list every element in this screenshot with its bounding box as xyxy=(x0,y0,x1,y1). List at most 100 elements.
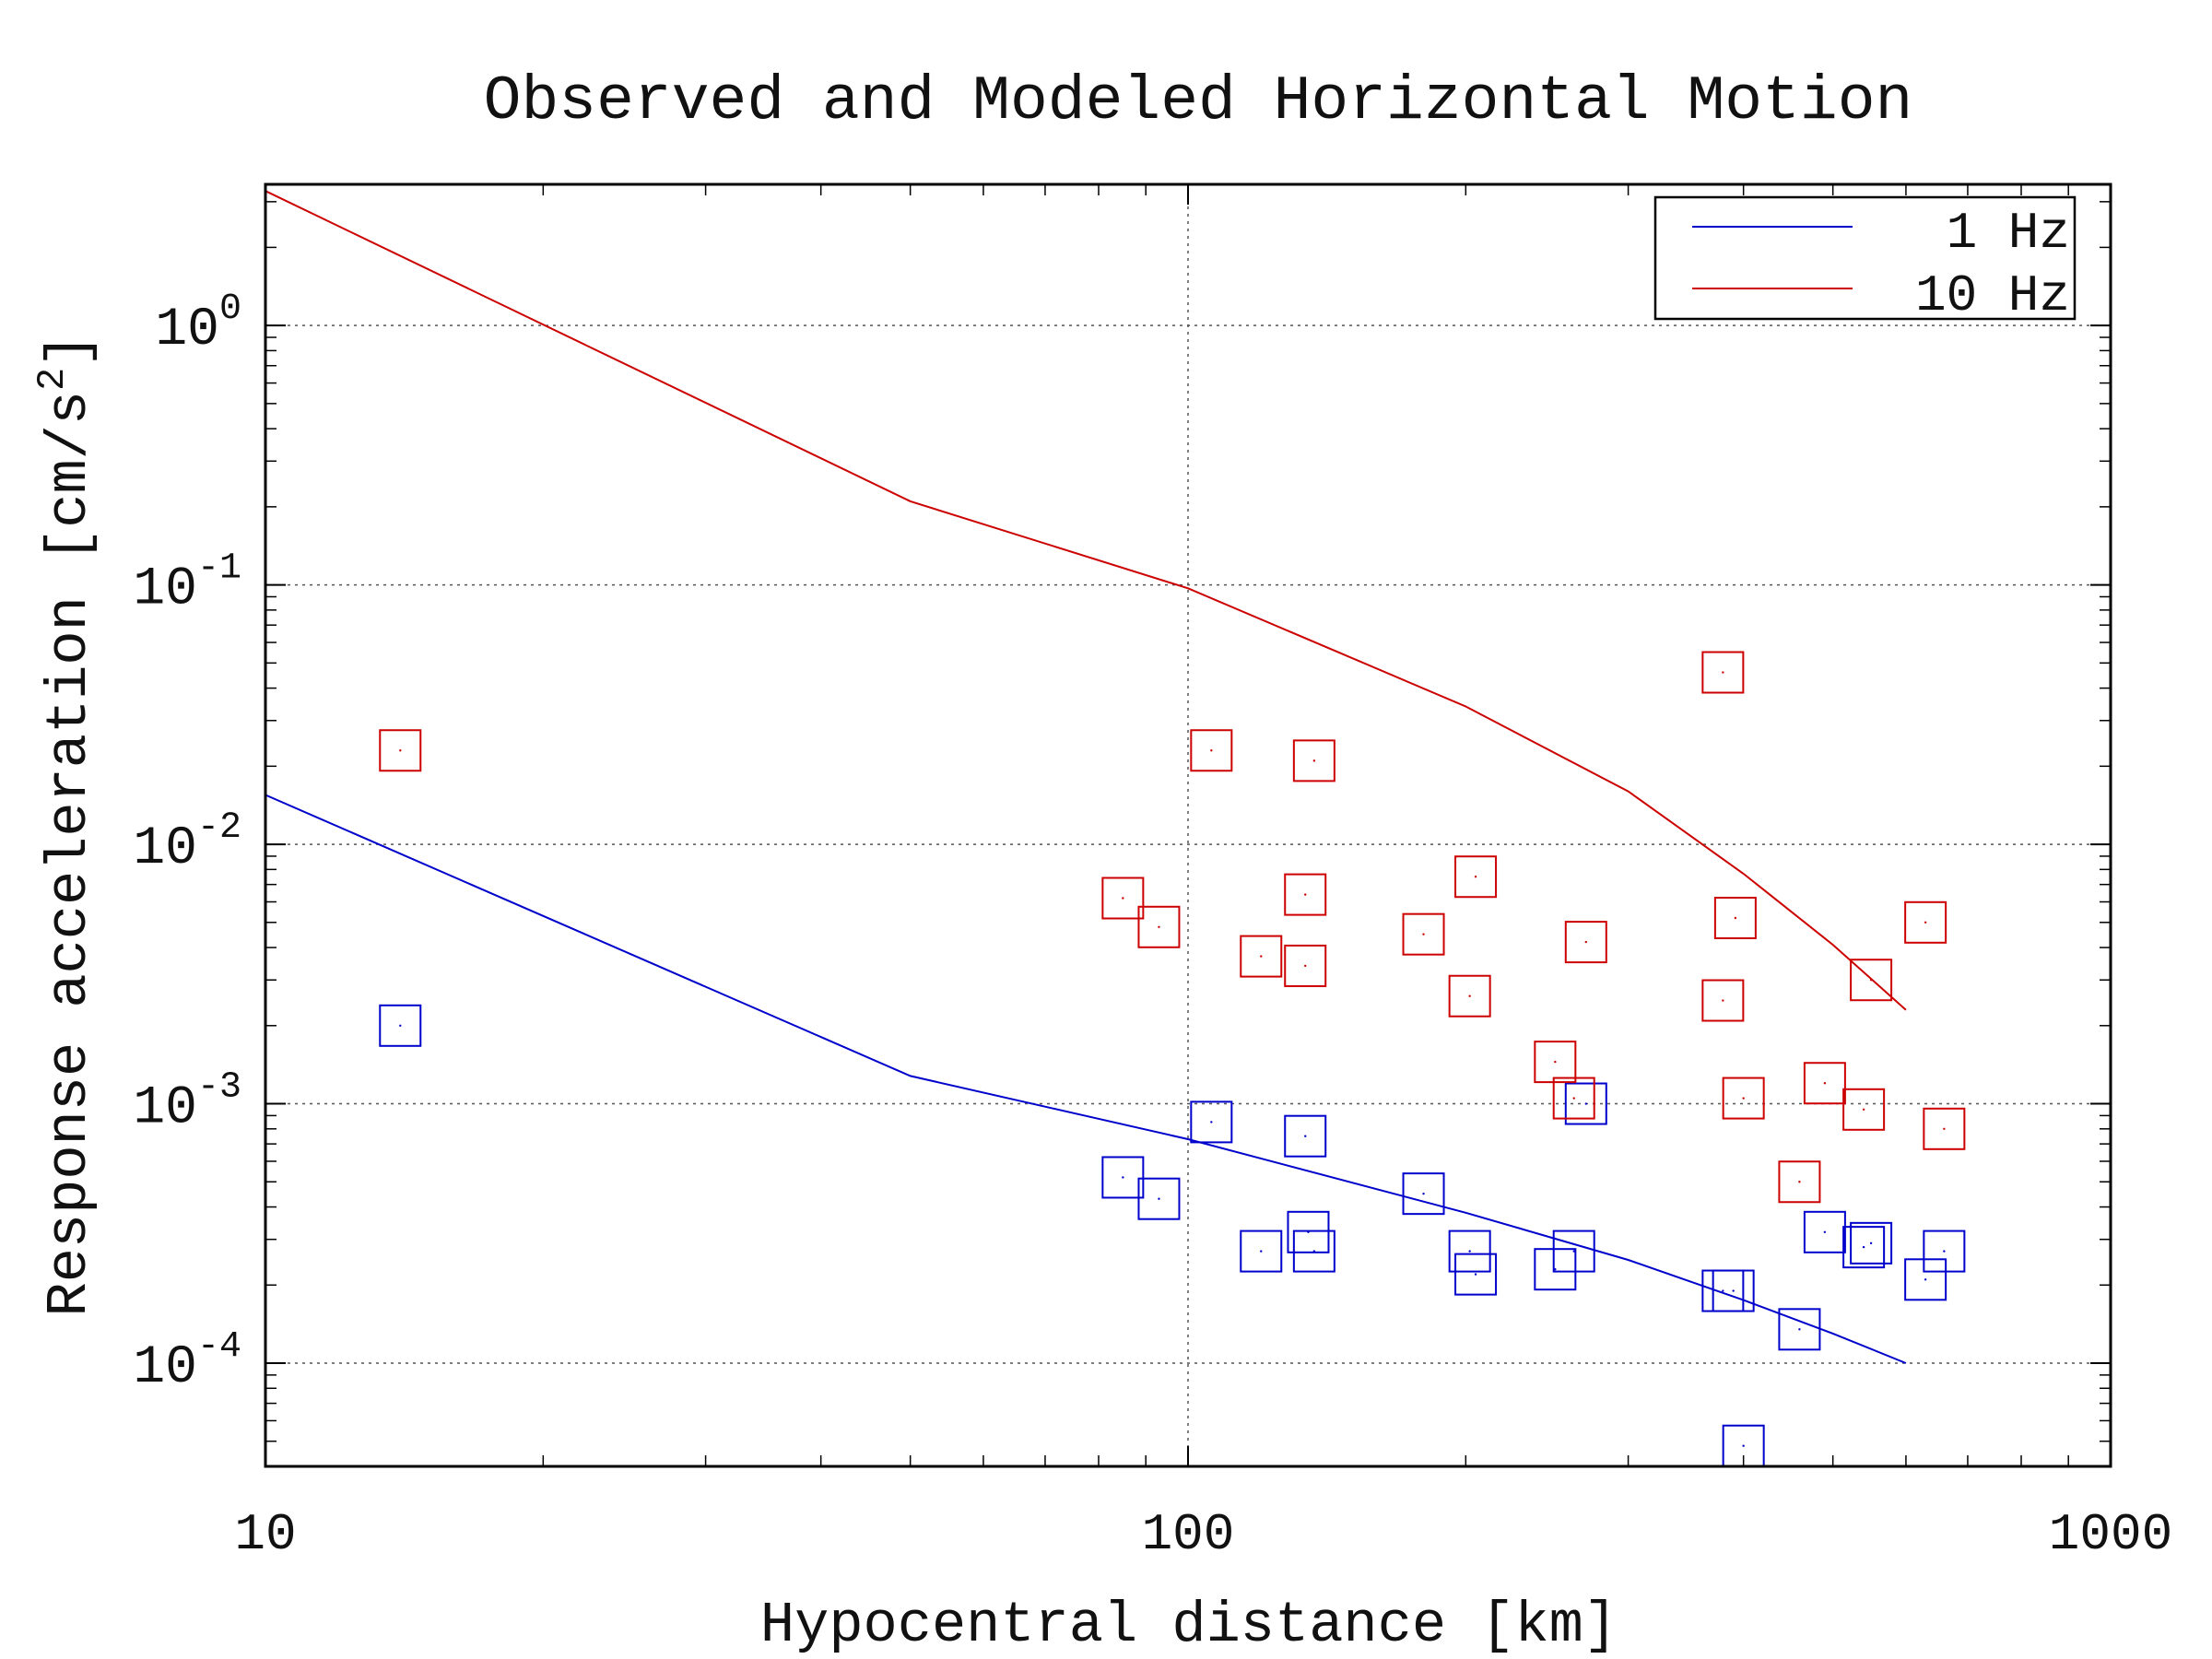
observed-point-center-10hz xyxy=(1734,916,1737,920)
observed-point-1hz xyxy=(1904,1258,1947,1301)
observed-point-center-10hz xyxy=(1943,1127,1946,1131)
observed-point-center-10hz xyxy=(1584,940,1587,944)
observed-point-center-1hz xyxy=(1722,1289,1724,1292)
legend-box xyxy=(1653,195,2077,321)
observed-point-10hz xyxy=(1701,979,1745,1022)
observed-point-center-1hz xyxy=(1742,1444,1745,1447)
observed-point-center-10hz xyxy=(1572,1097,1575,1100)
y-axis-label-superscript: 2 xyxy=(30,368,75,391)
observed-point-1hz xyxy=(1137,1177,1181,1220)
observed-point-center-1hz xyxy=(1862,1245,1865,1249)
observed-point-10hz xyxy=(1564,921,1607,964)
observed-point-center-10hz xyxy=(1158,925,1160,928)
y-tick-label-base: 10 xyxy=(133,1338,197,1398)
y-tick-label: 100 xyxy=(155,288,241,360)
observed-point-1hz xyxy=(1284,1114,1327,1158)
y-axis-label: Response acceleration [cm/s2] xyxy=(30,333,102,1316)
observed-point-center-10hz xyxy=(1210,749,1213,752)
observed-point-center-1hz xyxy=(1210,1121,1213,1124)
legend-label-1hz: 1 Hz xyxy=(1947,204,2070,263)
y-tick-label: 10-3 xyxy=(133,1067,241,1139)
y-tick-label: 10-1 xyxy=(133,548,241,620)
y-axis-label-text: Response acceleration [cm/s xyxy=(37,391,102,1317)
observed-point-center-1hz xyxy=(1468,1250,1471,1253)
observed-point-1hz xyxy=(1101,1156,1145,1199)
chart-title: Observed and Modeled Horizontal Motion xyxy=(484,66,1913,137)
observed-point-center-10hz xyxy=(1474,876,1477,878)
observed-point-1hz xyxy=(1190,1100,1233,1144)
x-tick-label: 100 xyxy=(1142,1505,1235,1564)
y-tick-label: 10-4 xyxy=(133,1326,241,1398)
observed-point-1hz xyxy=(1923,1230,1966,1273)
observed-point-center-10hz xyxy=(1260,955,1263,958)
observed-point-10hz xyxy=(1137,905,1181,948)
observed-point-center-10hz xyxy=(1823,1082,1827,1085)
observed-point-10hz xyxy=(1402,912,1445,956)
observed-point-1hz xyxy=(1712,1269,1755,1312)
observed-point-1hz xyxy=(1778,1308,1821,1351)
observed-point-10hz xyxy=(1448,974,1491,1018)
observed-point-1hz xyxy=(1448,1230,1491,1273)
y-tick-label-exponent: -2 xyxy=(197,807,241,849)
observed-point-10hz xyxy=(1284,944,1327,987)
x-tick-labels: 10 100 1000 xyxy=(234,1505,2172,1564)
observed-point-10hz xyxy=(1190,729,1233,772)
observed-point-center-1hz xyxy=(1798,1328,1801,1331)
observed-point-center-1hz xyxy=(1422,1192,1425,1195)
observed-point-center-10hz xyxy=(1122,897,1124,900)
observed-point-center-1hz xyxy=(1732,1289,1735,1292)
observed-point-center-1hz xyxy=(1572,1250,1575,1253)
observed-point-10hz xyxy=(1101,877,1145,920)
observed-point-10hz xyxy=(1923,1107,1966,1150)
plot-series xyxy=(265,190,1966,1467)
observed-point-1hz xyxy=(1240,1230,1283,1273)
observed-point-1hz xyxy=(1287,1210,1330,1253)
model-line-10hz xyxy=(265,190,1907,1011)
observed-point-center-10hz xyxy=(1468,994,1471,997)
observed-point-center-1hz xyxy=(1869,1241,1873,1245)
observed-point-center-10hz xyxy=(1312,759,1316,762)
observed-point-10hz xyxy=(1534,1041,1577,1084)
legend: 1 Hz 10 Hz xyxy=(1653,195,2077,325)
observed-point-10hz xyxy=(1803,1062,1846,1105)
observed-point-center-1hz xyxy=(1554,1267,1557,1271)
observed-point-10hz xyxy=(1904,900,1947,944)
observed-point-center-1hz xyxy=(1304,1135,1307,1137)
legend-label-10hz: 10 Hz xyxy=(1915,266,2070,325)
observed-point-10hz xyxy=(1240,935,1283,978)
y-tick-label-exponent: -1 xyxy=(197,548,241,590)
y-tick-label-base: 10 xyxy=(133,560,197,620)
observed-point-center-10hz xyxy=(1304,964,1307,968)
observed-point-1hz xyxy=(1803,1210,1846,1253)
y-tick-label-base: 10 xyxy=(133,1079,197,1139)
observed-point-center-10hz xyxy=(1554,1060,1557,1064)
observed-point-center-1hz xyxy=(1823,1230,1827,1234)
y-tick-label-exponent: -3 xyxy=(197,1067,241,1109)
observed-point-1hz xyxy=(1850,1221,1893,1265)
observed-point-10hz xyxy=(1850,959,1893,1002)
observed-point-10hz xyxy=(1454,855,1498,899)
x-tick-label: 10 xyxy=(234,1505,296,1564)
plot-frame xyxy=(264,182,2112,1468)
observed-point-center-1hz xyxy=(1924,1278,1927,1281)
observed-point-center-1hz xyxy=(1260,1250,1263,1253)
observed-point-center-10hz xyxy=(1924,921,1927,924)
observed-point-10hz xyxy=(1292,739,1335,782)
observed-point-10hz xyxy=(1701,651,1745,694)
observed-point-10hz xyxy=(1842,1088,1886,1131)
observed-point-10hz xyxy=(379,729,422,772)
observed-point-10hz xyxy=(1722,1077,1765,1120)
y-tick-label: 10-2 xyxy=(133,807,241,879)
observed-point-center-1hz xyxy=(1584,1102,1587,1105)
observed-point-center-1hz xyxy=(1312,1250,1316,1253)
observed-point-1hz xyxy=(1292,1230,1335,1273)
observed-point-center-10hz xyxy=(1422,933,1425,935)
observed-point-center-10hz xyxy=(1722,999,1724,1002)
minor-ticks xyxy=(265,184,2112,1466)
observed-point-center-1hz xyxy=(1122,1176,1124,1179)
observed-point-center-10hz xyxy=(1742,1097,1745,1100)
observed-point-center-1hz xyxy=(399,1024,402,1028)
observed-point-10hz xyxy=(1713,896,1757,939)
